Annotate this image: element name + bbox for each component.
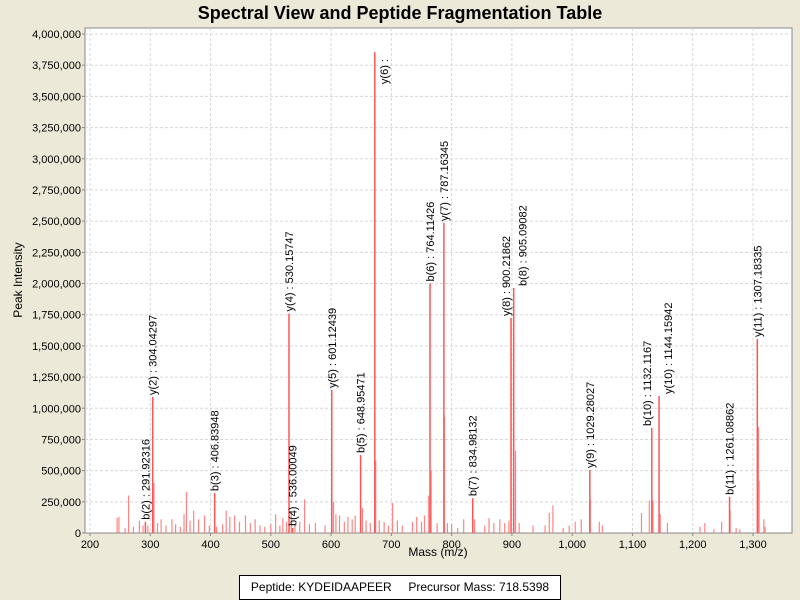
chart-title: Spectral View and Peptide Fragmentation … <box>197 3 603 23</box>
peak-label: b(2) : 291.92316 <box>140 439 152 520</box>
x-tick-label: 500 <box>262 539 280 551</box>
y-tick-label: 2,000,000 <box>32 279 81 291</box>
x-axis-label: Mass (m/z) <box>408 545 467 559</box>
x-tick-label: 1,200 <box>679 539 707 551</box>
y-tick-label: 1,500,000 <box>32 341 81 353</box>
peak-label: b(4) : 536.00049 <box>288 445 300 526</box>
peak-label: b(8) : 905.09082 <box>518 205 530 286</box>
y-tick-label: 2,500,000 <box>32 216 81 228</box>
y-tick-label: 2,250,000 <box>32 247 81 259</box>
peak-label: y(2) : 304.04297 <box>148 315 160 395</box>
y-tick-label: 1,750,000 <box>32 310 81 322</box>
legend: Peptide: KYDEIDAAPEER Precursor Mass: 71… <box>239 575 561 600</box>
peak-label: y(9) : 1029.28027 <box>585 382 597 468</box>
x-tick-label: 1,300 <box>739 539 767 551</box>
y-axis-label: Peak Intensity <box>11 242 25 317</box>
y-tick-label: 2,750,000 <box>32 185 81 197</box>
peak-label: y(10) : 1144.15942 <box>663 302 675 394</box>
x-tick-label: 1,000 <box>558 539 586 551</box>
spectrum-chart: 0 250,000 500,000 750,000 1,000,000 1,250,000… <box>11 27 793 559</box>
x-tick-label: 400 <box>201 539 219 551</box>
peak-labels: b(2) : 291.92316 y(2) : 304.04297 b(3) : 4… <box>140 59 764 526</box>
y-tick-label: 1,000,000 <box>32 403 81 415</box>
x-tick-label: 200 <box>81 539 99 551</box>
peak-label: y(6) : <box>379 59 391 84</box>
peak-label: y(8) : 900.21862 <box>501 236 513 316</box>
axes: 0 250,000 500,000 750,000 1,000,000 1,250,000… <box>32 29 767 551</box>
y-tick-label: 3,500,000 <box>32 91 81 103</box>
y-tick-label: 3,250,000 <box>32 123 81 135</box>
legend-precursor: Precursor Mass: 718.5398 <box>408 580 550 594</box>
peak-label: b(3) : 406.83948 <box>210 410 222 491</box>
plot-area <box>84 27 793 534</box>
y-tick-label: 750,000 <box>41 434 81 446</box>
peak-label: y(11) : 1307.18335 <box>752 245 764 337</box>
y-tick-label: 3,750,000 <box>32 60 81 72</box>
peak-label: y(4) : 530.15747 <box>284 231 296 311</box>
x-tick-label: 700 <box>382 539 400 551</box>
legend-peptide: Peptide: KYDEIDAAPEER <box>250 580 392 594</box>
x-tick-label: 1,100 <box>619 539 647 551</box>
x-tick-label: 900 <box>503 539 521 551</box>
peak-label: b(5) : 648.95471 <box>356 372 368 453</box>
y-tick-label: 250,000 <box>41 497 81 509</box>
peak-label: y(5) : 601.12439 <box>327 308 339 388</box>
x-tick-label: 300 <box>141 539 159 551</box>
peak-label: b(10) : 1132.1167 <box>642 341 654 426</box>
y-tick-label: 500,000 <box>41 466 81 478</box>
y-tick-label: 1,250,000 <box>32 372 81 384</box>
y-tick-label: 3,000,000 <box>32 154 81 166</box>
y-tick-label: 4,000,000 <box>32 29 81 41</box>
x-tick-label: 800 <box>442 539 460 551</box>
peak-label: b(6) : 764.11426 <box>425 202 437 282</box>
peak-label: b(7) : 834.98132 <box>468 415 480 496</box>
peak-label: b(11) : 1261.08862 <box>725 403 737 495</box>
x-tick-label: 600 <box>322 539 340 551</box>
y-tick-label: 0 <box>75 528 81 540</box>
peak-label: y(7) : 787.16345 <box>439 141 451 221</box>
peaks <box>116 52 766 533</box>
